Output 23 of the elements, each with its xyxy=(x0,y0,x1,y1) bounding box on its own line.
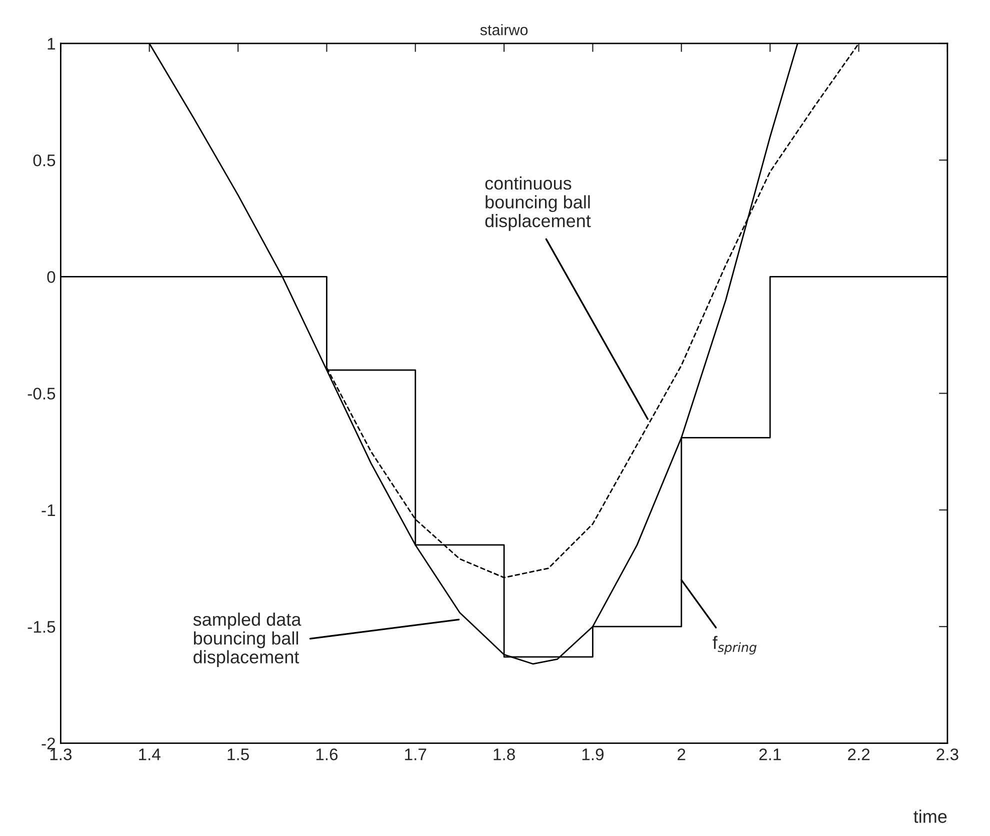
y-tick-label: 0.5 xyxy=(33,154,56,166)
x-tick-label: 1.8 xyxy=(494,748,515,760)
x-tick-label: 1.3 xyxy=(50,748,72,760)
x-axis-title: time xyxy=(914,810,947,823)
x-tick-label: 2 xyxy=(678,748,686,760)
chart-title: stairwo xyxy=(480,24,528,36)
annotation: sampled data bouncing ball displacement xyxy=(193,612,302,668)
y-tick-label: -1.5 xyxy=(28,621,56,633)
annotation: f$_{spring}$ xyxy=(712,636,756,655)
annotation: continuous bouncing ball displacement xyxy=(485,176,591,231)
y-tick-label: -2 xyxy=(42,738,55,750)
x-tick-label: 2.1 xyxy=(759,748,781,760)
x-tick-label: 1.6 xyxy=(316,748,338,760)
x-tick-label: 1.4 xyxy=(139,748,160,760)
y-tick-label: -1 xyxy=(42,504,56,516)
x-tick-label: 1.9 xyxy=(582,748,604,760)
y-tick-label: 0 xyxy=(47,271,56,283)
x-tick-label: 1.5 xyxy=(228,748,249,760)
y-tick-label: 1 xyxy=(48,38,56,50)
x-tick-label: 2.3 xyxy=(936,748,958,760)
x-tick-label: 2.2 xyxy=(848,748,870,760)
y-tick-label: -0.5 xyxy=(28,388,56,400)
x-tick-label: 1.7 xyxy=(405,748,426,760)
